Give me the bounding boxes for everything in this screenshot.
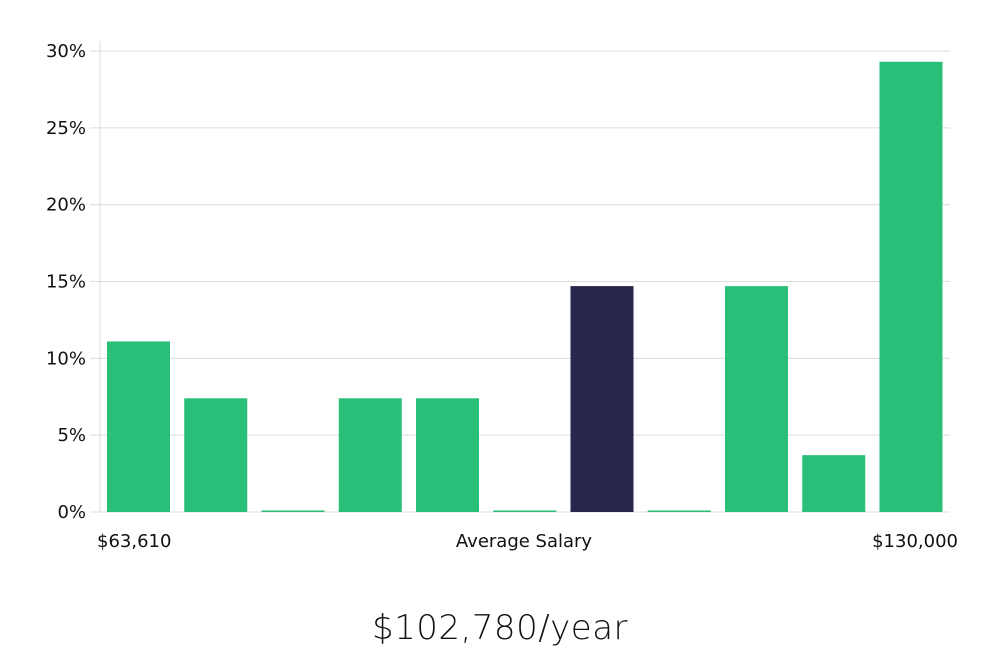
bars-layer (107, 61, 943, 513)
x-max-salary-label: $130,000 (872, 531, 958, 552)
y-axis-ticks: 0% 5% 10% 15% 20% 25% 30% (46, 41, 86, 523)
y-tick-label: 5% (57, 425, 86, 446)
y-tick-label: 0% (57, 502, 86, 523)
salary-bar (261, 510, 325, 512)
y-tick-label: 25% (46, 118, 86, 139)
x-center-label: Average Salary (456, 531, 593, 552)
y-tick-label: 30% (46, 41, 86, 62)
y-tick-label: 20% (46, 195, 86, 216)
salary-bar (107, 341, 170, 512)
average-salary-caption: $102,780/year (371, 608, 629, 648)
salary-bar (647, 510, 711, 512)
average-salary-bar (570, 286, 634, 512)
salary-bar (416, 398, 479, 512)
y-tick-label: 15% (46, 272, 86, 293)
salary-bar (802, 455, 866, 512)
y-tick-label: 10% (46, 348, 86, 369)
salary-bar (338, 398, 402, 512)
salary-bar (493, 510, 557, 512)
salary-bar (725, 286, 788, 512)
salary-histogram-chart: 0% 5% 10% 15% 20% 25% 30% $63,610 Average Sala… (46, 41, 958, 552)
x-min-salary-label: $63,610 (97, 531, 171, 552)
salary-bar (184, 398, 248, 512)
salary-bar (879, 61, 943, 513)
